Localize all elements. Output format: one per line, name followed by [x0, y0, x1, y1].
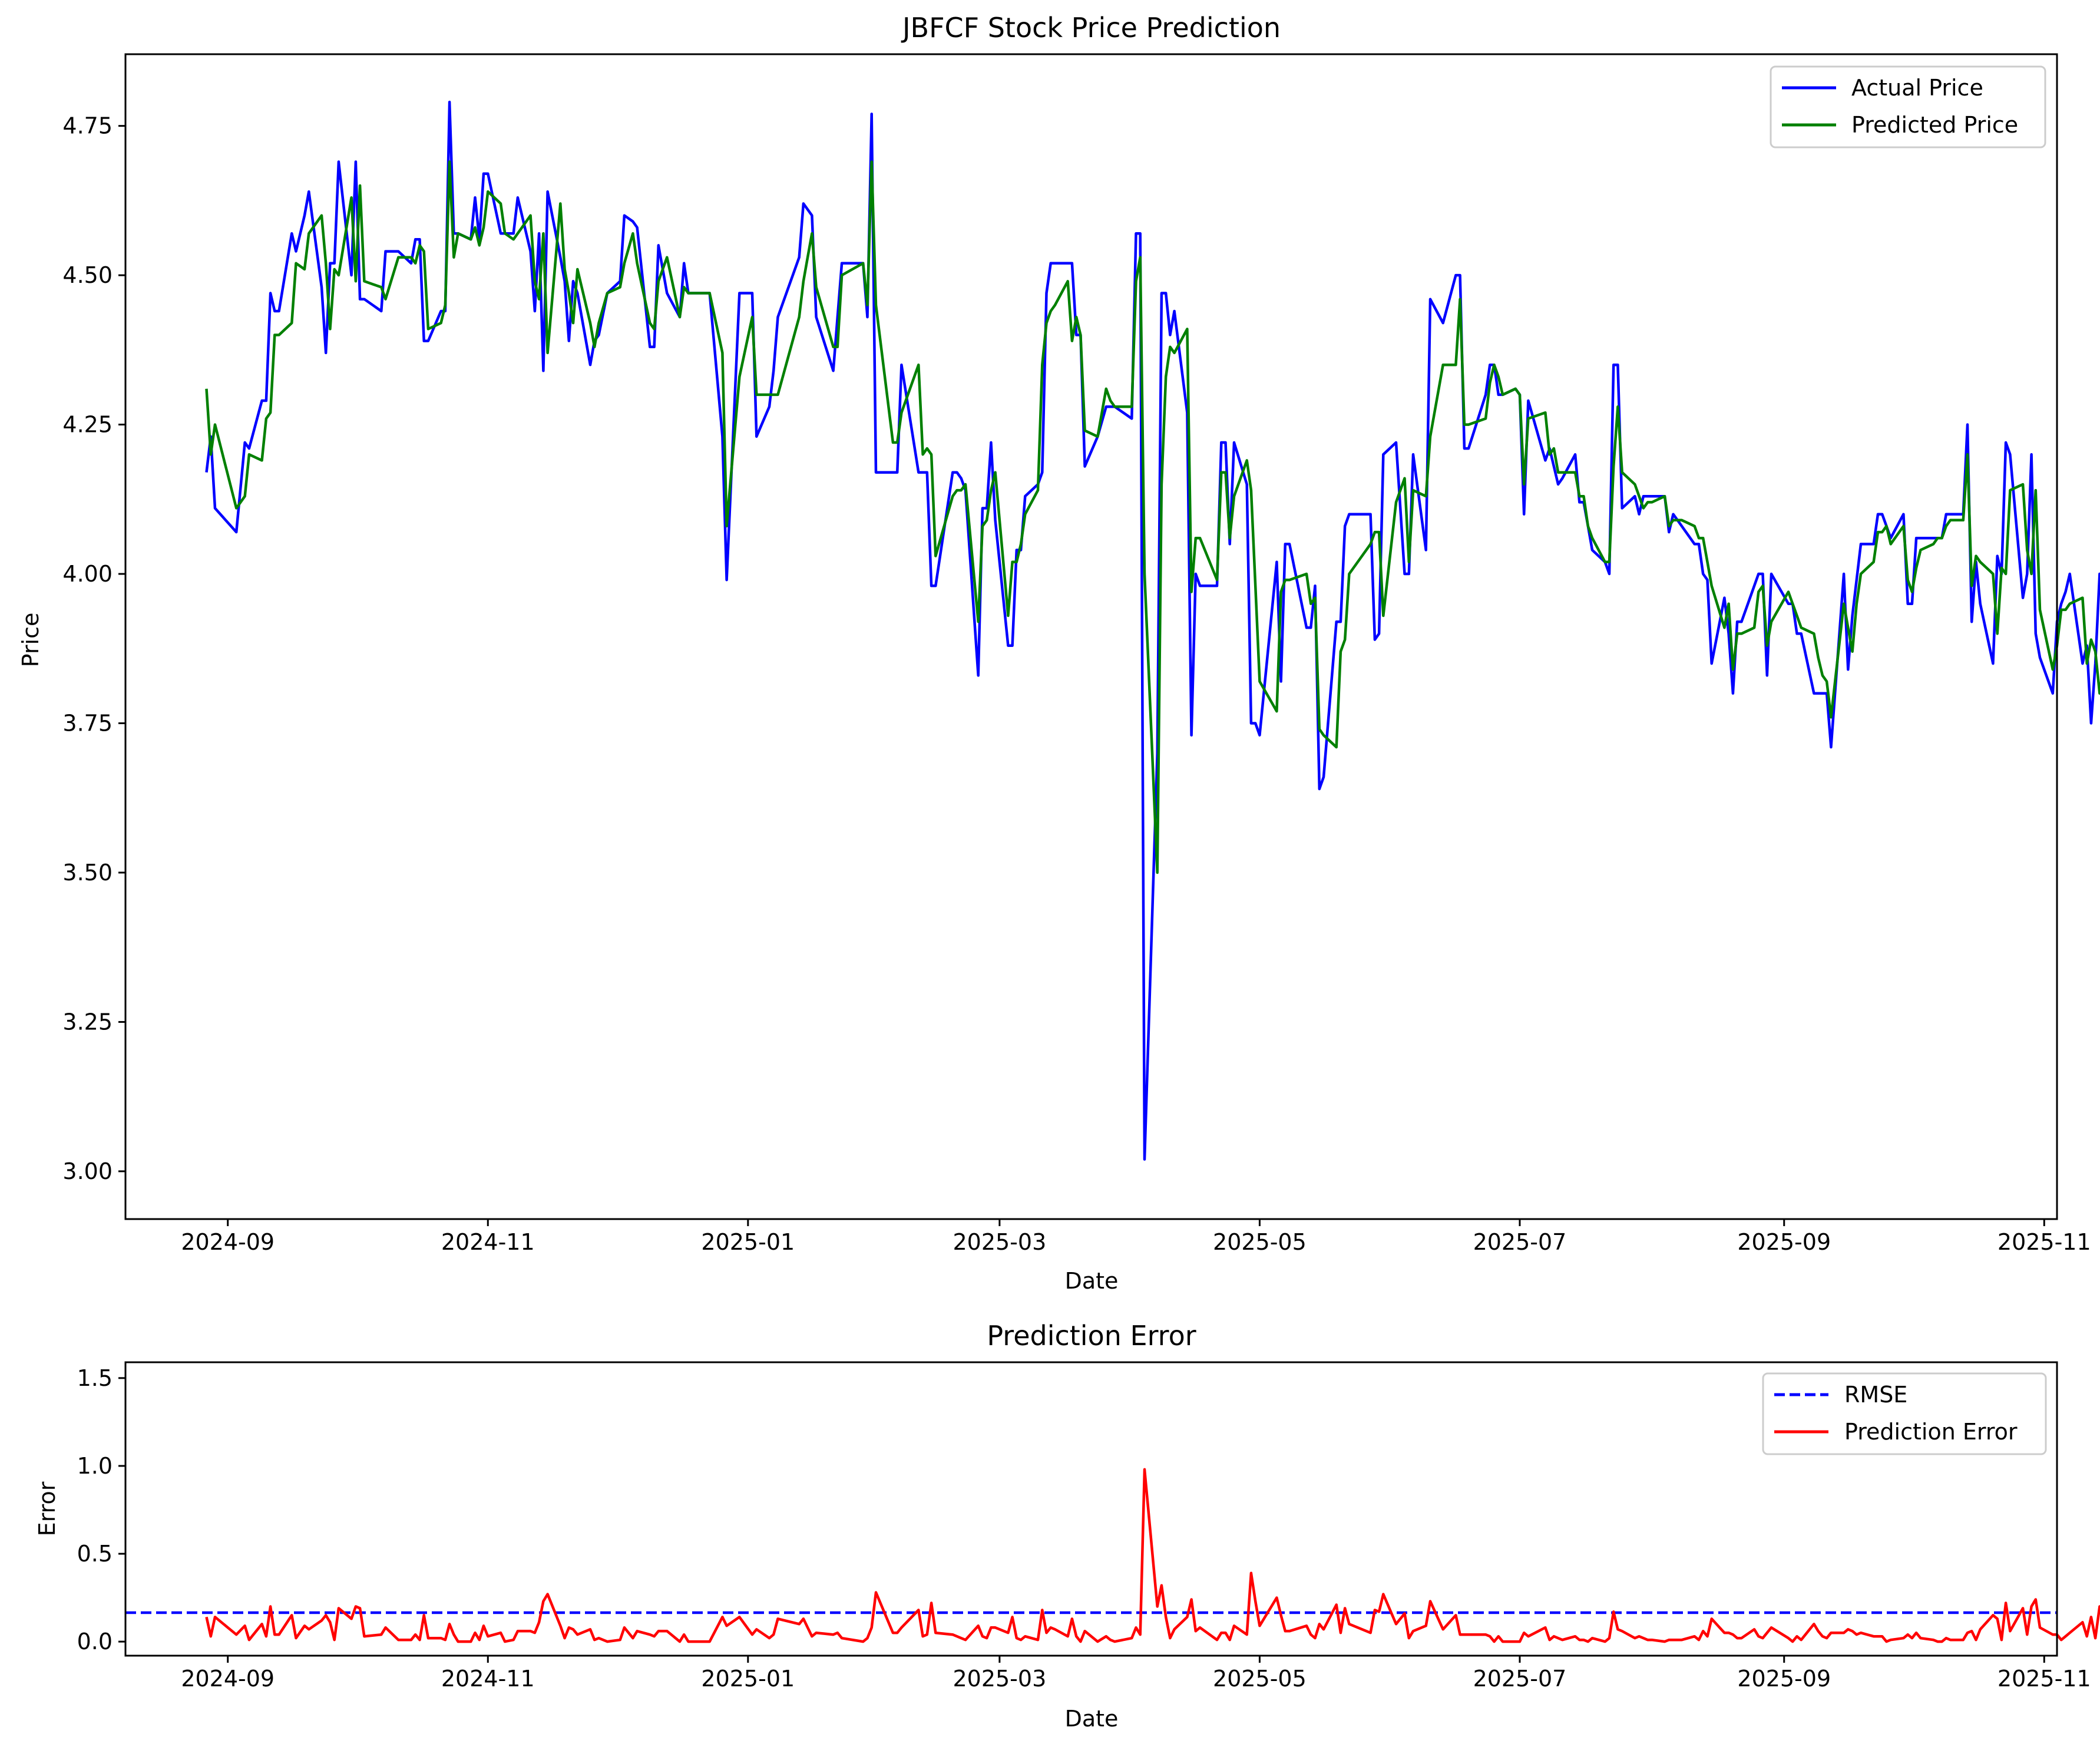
price-x-axis: 2024-09 2024-11 2025-01 2025-03 2025-05 2025-…: [181, 1219, 2091, 1255]
x-axis-label: Date: [1065, 1706, 1119, 1732]
error-axes-frame: [124, 1361, 2058, 1657]
x-tick-label: 2025-11: [1998, 1229, 2091, 1255]
legend-label-error: Prediction Error: [1844, 1419, 2018, 1445]
chart-title: JBFCF Stock Price Prediction: [901, 12, 1281, 44]
x-tick-label: 2025-05: [1213, 1229, 1307, 1255]
price-chart: JBFCF Stock Price Prediction 2024-09 2024…: [18, 12, 2100, 1294]
x-tick-label: 2025-07: [1473, 1666, 1567, 1692]
y-axis-label: Error: [34, 1481, 60, 1536]
x-tick-label: 2025-09: [1737, 1666, 1831, 1692]
predicted-price-line: [205, 160, 2100, 874]
legend-box: [1762, 1372, 2047, 1455]
legend-label-rmse: RMSE: [1844, 1382, 1907, 1408]
x-tick-label: 2024-11: [441, 1229, 535, 1255]
x-tick-label: 2025-09: [1737, 1229, 1831, 1255]
prediction-error-line: [205, 1468, 2100, 1643]
x-tick-label: 2024-09: [181, 1666, 275, 1692]
y-tick-label: 3.50: [62, 860, 113, 886]
y-tick-label: 4.00: [62, 561, 113, 587]
x-tick-label: 2025-11: [1998, 1666, 2091, 1692]
x-tick-label: 2025-07: [1473, 1229, 1567, 1255]
x-tick-label: 2025-03: [953, 1229, 1046, 1255]
x-tick-label: 2025-05: [1213, 1666, 1307, 1692]
y-tick-label: 4.50: [62, 262, 113, 288]
x-tick-label: 2025-01: [701, 1229, 795, 1255]
x-tick-label: 2025-03: [953, 1666, 1046, 1692]
y-tick-label: 0.5: [77, 1541, 113, 1567]
legend-label-actual: Actual Price: [1851, 75, 1983, 101]
x-axis-label: Date: [1065, 1268, 1119, 1294]
y-tick-label: 3.00: [62, 1158, 113, 1184]
x-tick-label: 2024-11: [441, 1666, 535, 1692]
error-chart: Prediction Error 2024-09 2024-11 2025-01 20…: [34, 1320, 2100, 1732]
error-x-axis: 2024-09 2024-11 2025-01 2025-03 2025-05 2025-…: [181, 1656, 2091, 1692]
price-axes-frame: [124, 53, 2058, 1220]
x-tick-label: 2025-01: [701, 1666, 795, 1692]
error-y-axis: 0.0 0.5 1.0 1.5: [77, 1365, 125, 1654]
error-legend: RMSE Prediction Error: [1762, 1372, 2047, 1455]
chart-title: Prediction Error: [987, 1320, 1196, 1352]
price-legend: Actual Price Predicted Price: [1770, 65, 2046, 148]
y-axis-label: Price: [18, 613, 44, 668]
y-tick-label: 1.5: [77, 1365, 113, 1391]
y-tick-label: 3.25: [62, 1009, 113, 1035]
y-tick-label: 4.75: [62, 113, 113, 139]
y-tick-label: 4.25: [62, 412, 113, 438]
legend-box: [1770, 65, 2046, 148]
legend-label-predicted: Predicted Price: [1851, 112, 2018, 138]
x-tick-label: 2024-09: [181, 1229, 275, 1255]
y-tick-label: 1.0: [77, 1453, 113, 1479]
price-plot-area: [205, 100, 2100, 1161]
y-tick-label: 3.75: [62, 711, 113, 737]
y-tick-label: 0.0: [77, 1629, 113, 1654]
error-plot-area: [125, 1468, 2100, 1643]
price-y-axis: 3.00 3.25 3.50 3.75 4.00 4.25 4.50 4.75: [62, 113, 125, 1184]
